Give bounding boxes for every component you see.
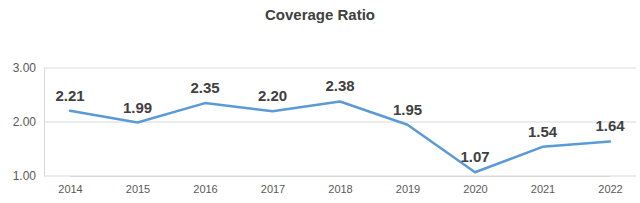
title: Coverage Ratio (265, 6, 375, 23)
data-label: 2.21 (55, 87, 84, 104)
x-tick-label: 2022 (598, 183, 622, 195)
data-label: 1.99 (123, 99, 152, 116)
x-tick-label: 2018 (328, 183, 352, 195)
x-tick-label: 2015 (126, 183, 150, 195)
x-tick-label: 2020 (463, 183, 487, 195)
data-label: 1.95 (393, 101, 422, 118)
data-label: 1.54 (528, 123, 558, 140)
x-tick: 2022 (598, 176, 622, 195)
x-tick-label: 2017 (261, 183, 285, 195)
y-tick: 1.00 (13, 169, 44, 183)
data-label: 2.35 (190, 79, 219, 96)
x-tick-label: 2014 (58, 183, 82, 195)
grid-line (44, 68, 636, 69)
y-tick: 2.00 (13, 115, 44, 129)
x-tick: 2017 (261, 176, 285, 195)
x-tick: 2018 (328, 176, 352, 195)
x-tick-label: 2019 (396, 183, 420, 195)
data-labels: 2.21 1.99 2.35 2.20 2.38 1.95 1.07 1.54 1.64 (55, 77, 625, 165)
y-axis: 1.00 2.00 3.00 (13, 61, 45, 183)
grid-line (44, 176, 636, 177)
data-label: 2.38 (325, 77, 354, 94)
chart: Coverage Ratio1.002.003.0020142015201620… (0, 0, 640, 203)
x-tick-label: 2016 (193, 183, 217, 195)
y-tick: 3.00 (13, 61, 44, 75)
y-axis-line (44, 69, 45, 177)
data-label: 1.64 (595, 117, 625, 134)
data-label: 2.20 (258, 87, 287, 104)
x-tick: 2021 (531, 176, 555, 195)
y-tick-label: 1.00 (13, 169, 37, 183)
x-tick: 2015 (126, 176, 150, 195)
x-tick: 2014 (58, 176, 82, 195)
grid (44, 68, 636, 176)
data-label: 1.07 (460, 148, 489, 165)
y-tick-label: 3.00 (13, 61, 37, 75)
y-tick-label: 2.00 (13, 115, 37, 129)
x-tick: 2019 (396, 176, 420, 195)
x-tick: 2020 (463, 176, 487, 195)
x-axis-line (71, 176, 611, 177)
x-tick-label: 2021 (531, 183, 555, 195)
x-axis: 2014 2015 2016 2017 2018 2019 2020 2021 2022 (58, 176, 622, 195)
x-tick: 2016 (193, 176, 217, 195)
